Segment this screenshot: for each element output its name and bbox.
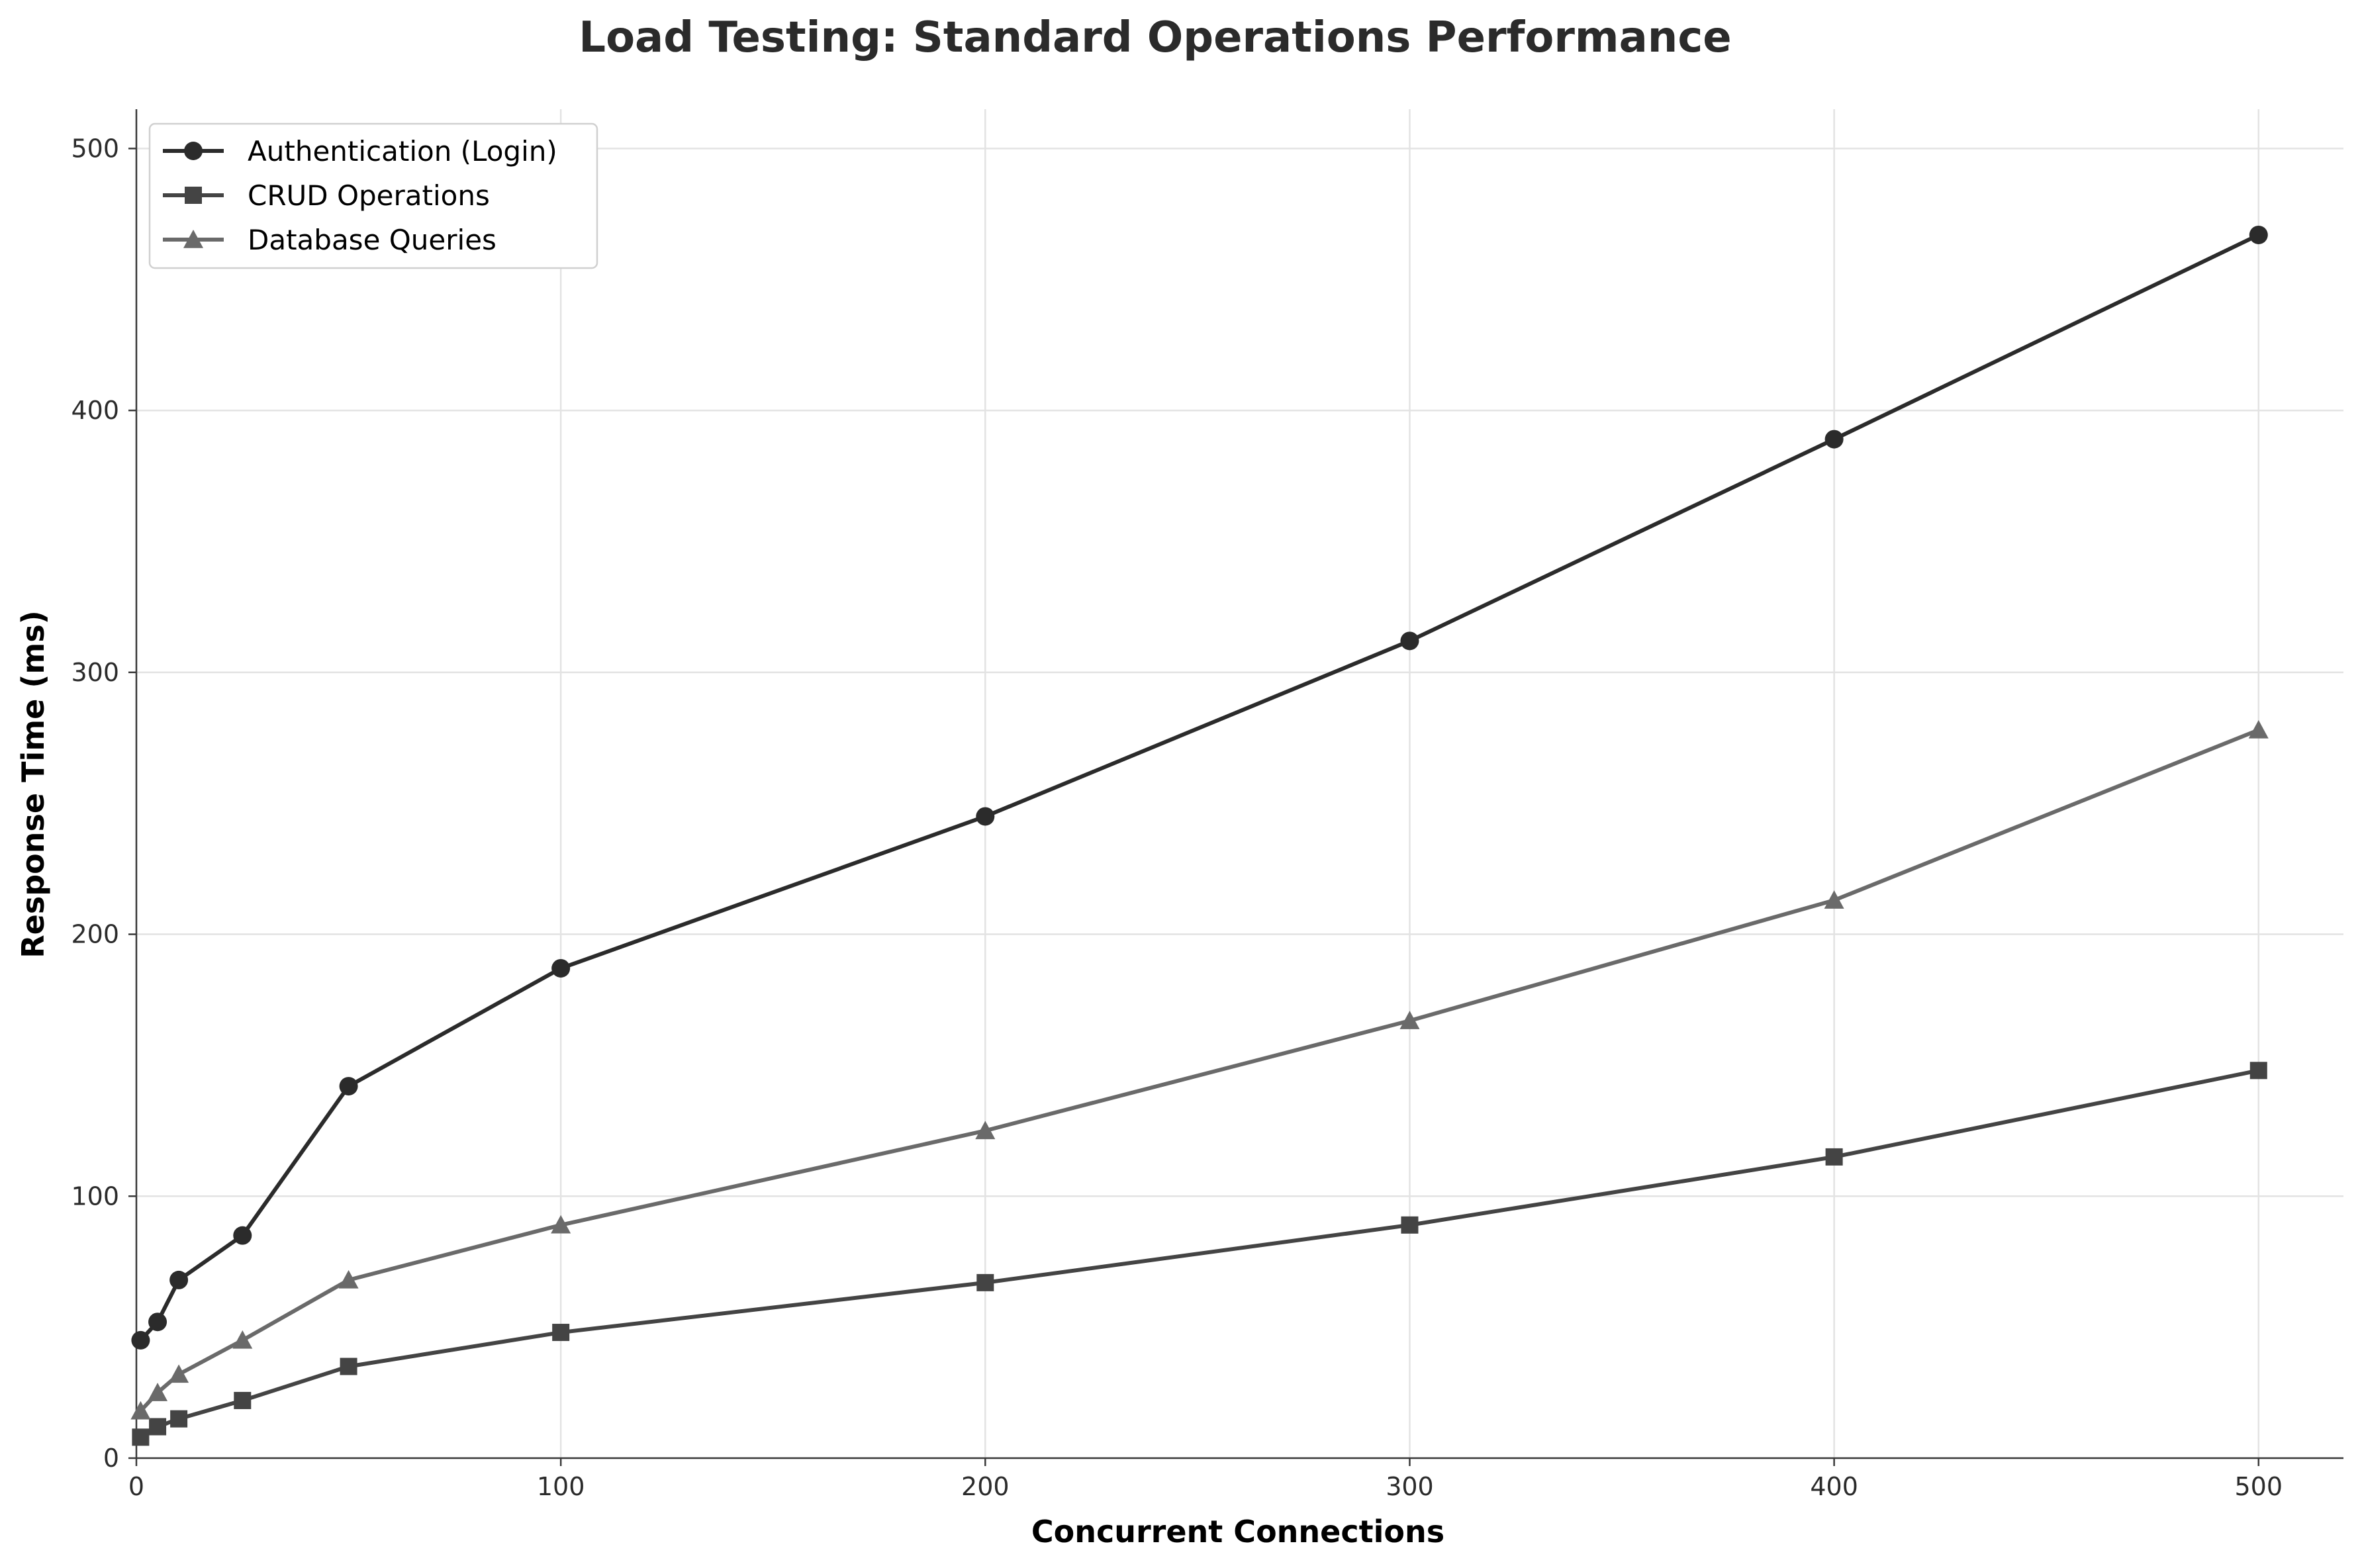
y-axis-label: Response Time (ms) <box>15 610 51 958</box>
data-point-0-5 <box>551 958 571 978</box>
data-point-1-3 <box>234 1391 252 1409</box>
legend-label-0: Authentication (Login) <box>248 135 557 167</box>
x-tick-label-2: 200 <box>961 1472 1010 1501</box>
y-tick-label-1: 100 <box>71 1181 119 1211</box>
legend: Authentication (Login) CRUD Operations Dat… <box>148 122 598 269</box>
data-point-1-4 <box>340 1358 357 1375</box>
y-tick-label-2: 200 <box>71 920 119 949</box>
x-tick-label-4: 400 <box>1810 1472 1858 1501</box>
data-point-1-0 <box>132 1428 150 1446</box>
data-point-2-6 <box>975 1121 996 1140</box>
data-point-0-6 <box>976 807 995 826</box>
legend-swatch-marker-1 <box>185 187 202 204</box>
series-0 <box>131 225 2268 1350</box>
y-tick-label-3: 300 <box>71 658 119 687</box>
legend-swatch-marker-0 <box>184 142 203 160</box>
data-point-0-0 <box>131 1330 150 1350</box>
data-point-0-4 <box>339 1077 358 1096</box>
legend-swatch-marker-2 <box>183 230 203 248</box>
data-point-0-3 <box>233 1226 252 1245</box>
legend-label-1: CRUD Operations <box>248 179 490 212</box>
data-point-0-9 <box>2249 225 2268 244</box>
legend-entry-0: Authentication (Login) <box>163 135 557 167</box>
data-point-2-2 <box>169 1364 189 1383</box>
series-line-1 <box>138 1068 2261 1440</box>
x-axis-label: Concurrent Connections <box>1031 1514 1444 1549</box>
data-point-0-7 <box>1400 631 1419 651</box>
data-point-2-3 <box>232 1330 253 1349</box>
series-2 <box>130 719 2269 1420</box>
legend-entry-2: Database Queries <box>163 224 496 256</box>
legend-box <box>148 122 598 269</box>
x-tick-label-3: 300 <box>1386 1472 1434 1501</box>
data-point-1-2 <box>170 1410 188 1428</box>
data-point-2-0 <box>130 1401 151 1420</box>
data-point-1-9 <box>2249 1062 2267 1080</box>
series-layer <box>130 225 2269 1446</box>
series-line-2 <box>138 727 2261 1413</box>
data-point-1-8 <box>1825 1148 1843 1166</box>
legend-label-2: Database Queries <box>248 224 496 256</box>
data-point-0-8 <box>1824 430 1844 449</box>
y-tick-label-4: 400 <box>71 396 119 425</box>
data-point-2-4 <box>338 1269 359 1289</box>
series-line-0 <box>138 232 2261 1342</box>
y-tick-label-0: 0 <box>103 1444 119 1473</box>
data-point-0-1 <box>148 1313 167 1332</box>
x-tick-label-0: 0 <box>128 1472 144 1501</box>
axes <box>135 109 2343 1459</box>
x-tick-label-5: 500 <box>2235 1472 2283 1501</box>
data-point-0-2 <box>169 1270 189 1289</box>
x-tick-label-1: 100 <box>537 1472 585 1501</box>
data-point-1-1 <box>149 1418 167 1436</box>
y-tick-label-5: 500 <box>71 134 119 163</box>
data-point-2-7 <box>1399 1011 1420 1029</box>
data-point-1-6 <box>976 1273 994 1291</box>
grid <box>135 109 2343 1459</box>
ticks: 0 100 200 300 400 500 0 100 200 300 400 500 <box>71 134 2283 1501</box>
data-point-2-5 <box>551 1215 571 1234</box>
data-point-2-1 <box>148 1383 168 1401</box>
data-point-1-7 <box>1401 1216 1419 1234</box>
series-1 <box>132 1062 2267 1446</box>
data-point-1-5 <box>552 1324 570 1342</box>
legend-entry-1: CRUD Operations <box>163 179 490 212</box>
data-point-2-9 <box>2248 719 2269 739</box>
chart-title: Load Testing: Standard Operations Perfor… <box>579 13 1731 62</box>
data-point-2-8 <box>1824 890 1844 909</box>
